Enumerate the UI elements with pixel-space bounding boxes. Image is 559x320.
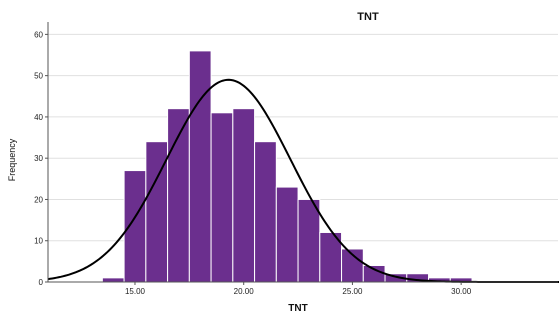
histogram-bar-1	[123, 170, 147, 283]
histogram-bar-0	[101, 277, 125, 283]
y-tick-label-4: 40	[34, 113, 43, 122]
y-tick-label-1: 10	[34, 237, 43, 246]
y-tick-label-0: 0	[39, 278, 44, 287]
y-tick-label-2: 20	[34, 195, 43, 204]
y-tick-label-5: 50	[34, 72, 43, 81]
histogram-bar-5	[210, 112, 234, 283]
histogram-bar-9	[297, 198, 321, 283]
histogram-bar-7	[254, 141, 277, 283]
histogram-bar-4	[188, 50, 212, 283]
x-tick-label-3: 30.00	[451, 287, 472, 296]
histogram-bars	[101, 50, 473, 283]
y-tick-label-6: 60	[34, 30, 43, 39]
axes	[45, 22, 558, 285]
x-tick-label-0: 15.00	[125, 287, 146, 296]
x-tick-label-1: 20.00	[234, 287, 255, 296]
tick-labels: 0 10 20 30 40 50 60 15.00 20.00 25.00 30.00	[34, 30, 472, 296]
x-axis-label: TNT	[288, 303, 307, 314]
histogram-bar-12	[362, 264, 386, 283]
histogram-bar-8	[275, 186, 299, 283]
histogram-bar-6	[232, 108, 256, 283]
y-tick-label-3: 30	[34, 154, 43, 163]
x-tick-label-2: 25.00	[342, 287, 363, 296]
y-axis-label: Frequency	[7, 138, 17, 181]
chart-title: TNT	[357, 11, 379, 23]
